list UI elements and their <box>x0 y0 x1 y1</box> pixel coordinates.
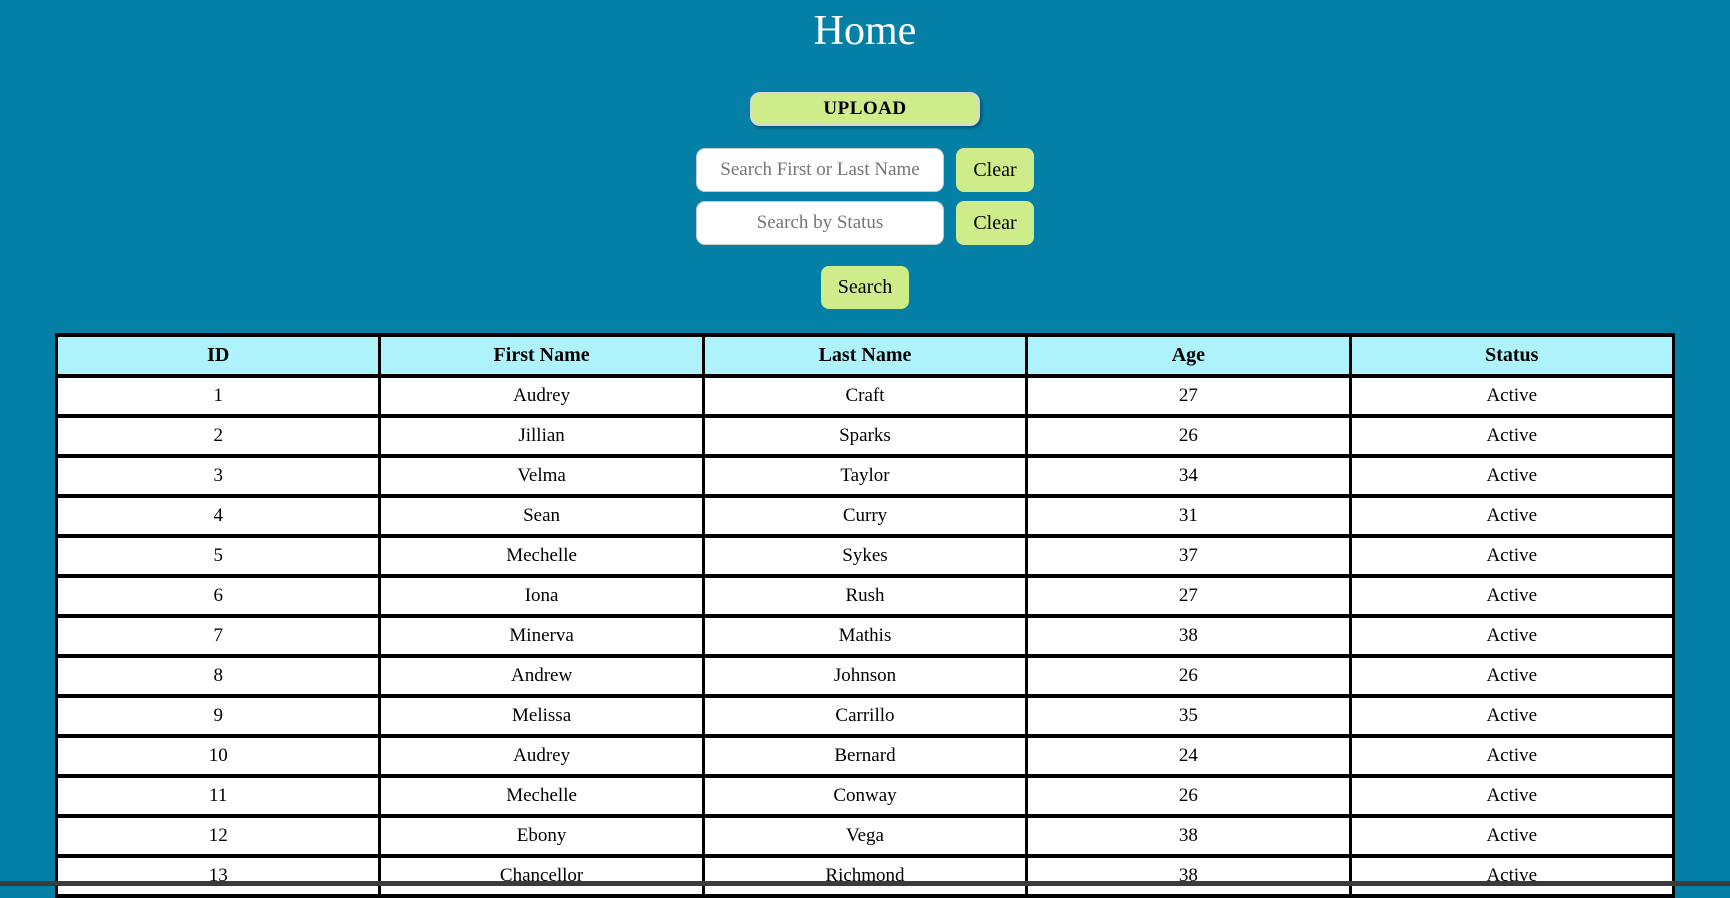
first-name-cell: Melissa <box>380 696 703 736</box>
age-cell: 31 <box>1027 496 1350 536</box>
id-cell: 4 <box>57 496 380 536</box>
first-name-cell: Velma <box>380 456 703 496</box>
status-cell: Active <box>1350 536 1673 576</box>
id-cell: 13 <box>57 856 380 896</box>
first-name-cell: Andrew <box>380 656 703 696</box>
id-cell: 12 <box>57 816 380 856</box>
status-cell: Active <box>1350 776 1673 816</box>
id-cell: 9 <box>57 696 380 736</box>
last-name-cell: Taylor <box>703 456 1026 496</box>
id-cell: 7 <box>57 616 380 656</box>
name-search-input[interactable] <box>696 148 944 192</box>
clear-name-button[interactable]: Clear <box>956 148 1034 192</box>
age-cell: 26 <box>1027 416 1350 456</box>
age-cell: 34 <box>1027 456 1350 496</box>
id-cell: 10 <box>57 736 380 776</box>
bottom-edge-bar <box>0 881 1730 886</box>
first-name-cell: Jillian <box>380 416 703 456</box>
first-name-cell: Minerva <box>380 616 703 656</box>
last-name-cell: Johnson <box>703 656 1026 696</box>
last-name-cell: Bernard <box>703 736 1026 776</box>
age-cell: 35 <box>1027 696 1350 736</box>
status-cell: Active <box>1350 736 1673 776</box>
column-header-id: ID <box>57 335 380 376</box>
upload-button[interactable]: UPLOAD <box>750 92 980 126</box>
id-cell: 11 <box>57 776 380 816</box>
age-cell: 26 <box>1027 656 1350 696</box>
status-cell: Active <box>1350 456 1673 496</box>
status-cell: Active <box>1350 616 1673 656</box>
first-name-cell: Ebony <box>380 816 703 856</box>
age-cell: 27 <box>1027 576 1350 616</box>
last-name-cell: Sykes <box>703 536 1026 576</box>
column-header-last-name: Last Name <box>703 335 1026 376</box>
id-cell: 8 <box>57 656 380 696</box>
status-cell: Active <box>1350 856 1673 896</box>
status-cell: Active <box>1350 376 1673 416</box>
id-cell: 2 <box>57 416 380 456</box>
status-search-row: Clear <box>696 201 1034 245</box>
status-cell: Active <box>1350 656 1673 696</box>
first-name-cell: Mechelle <box>380 776 703 816</box>
clear-status-button[interactable]: Clear <box>956 201 1034 245</box>
age-cell: 38 <box>1027 616 1350 656</box>
last-name-cell: Richmond <box>703 856 1026 896</box>
page-title: Home <box>0 6 1730 56</box>
first-name-cell: Mechelle <box>380 536 703 576</box>
first-name-cell: Audrey <box>380 376 703 416</box>
first-name-cell: Sean <box>380 496 703 536</box>
first-name-cell: Audrey <box>380 736 703 776</box>
search-button[interactable]: Search <box>821 266 909 309</box>
column-header-status: Status <box>1350 335 1673 376</box>
status-cell: Active <box>1350 696 1673 736</box>
age-cell: 27 <box>1027 376 1350 416</box>
last-name-cell: Mathis <box>703 616 1026 656</box>
first-name-cell: Chancellor <box>380 856 703 896</box>
last-name-cell: Craft <box>703 376 1026 416</box>
status-cell: Active <box>1350 496 1673 536</box>
age-cell: 26 <box>1027 776 1350 816</box>
age-cell: 37 <box>1027 536 1350 576</box>
last-name-cell: Sparks <box>703 416 1026 456</box>
id-cell: 3 <box>57 456 380 496</box>
status-cell: Active <box>1350 816 1673 856</box>
last-name-cell: Curry <box>703 496 1026 536</box>
column-header-age: Age <box>1027 335 1350 376</box>
age-cell: 38 <box>1027 856 1350 896</box>
name-search-row: Clear <box>696 148 1034 192</box>
status-cell: Active <box>1350 416 1673 456</box>
age-cell: 38 <box>1027 816 1350 856</box>
age-cell: 24 <box>1027 736 1350 776</box>
id-cell: 5 <box>57 536 380 576</box>
search-controls: UPLOAD Clear Clear Search <box>0 56 1730 309</box>
id-cell: 6 <box>57 576 380 616</box>
last-name-cell: Carrillo <box>703 696 1026 736</box>
first-name-cell: Iona <box>380 576 703 616</box>
last-name-cell: Conway <box>703 776 1026 816</box>
id-cell: 1 <box>57 376 380 416</box>
status-cell: Active <box>1350 576 1673 616</box>
last-name-cell: Rush <box>703 576 1026 616</box>
last-name-cell: Vega <box>703 816 1026 856</box>
status-search-input[interactable] <box>696 201 944 245</box>
column-header-first-name: First Name <box>380 335 703 376</box>
